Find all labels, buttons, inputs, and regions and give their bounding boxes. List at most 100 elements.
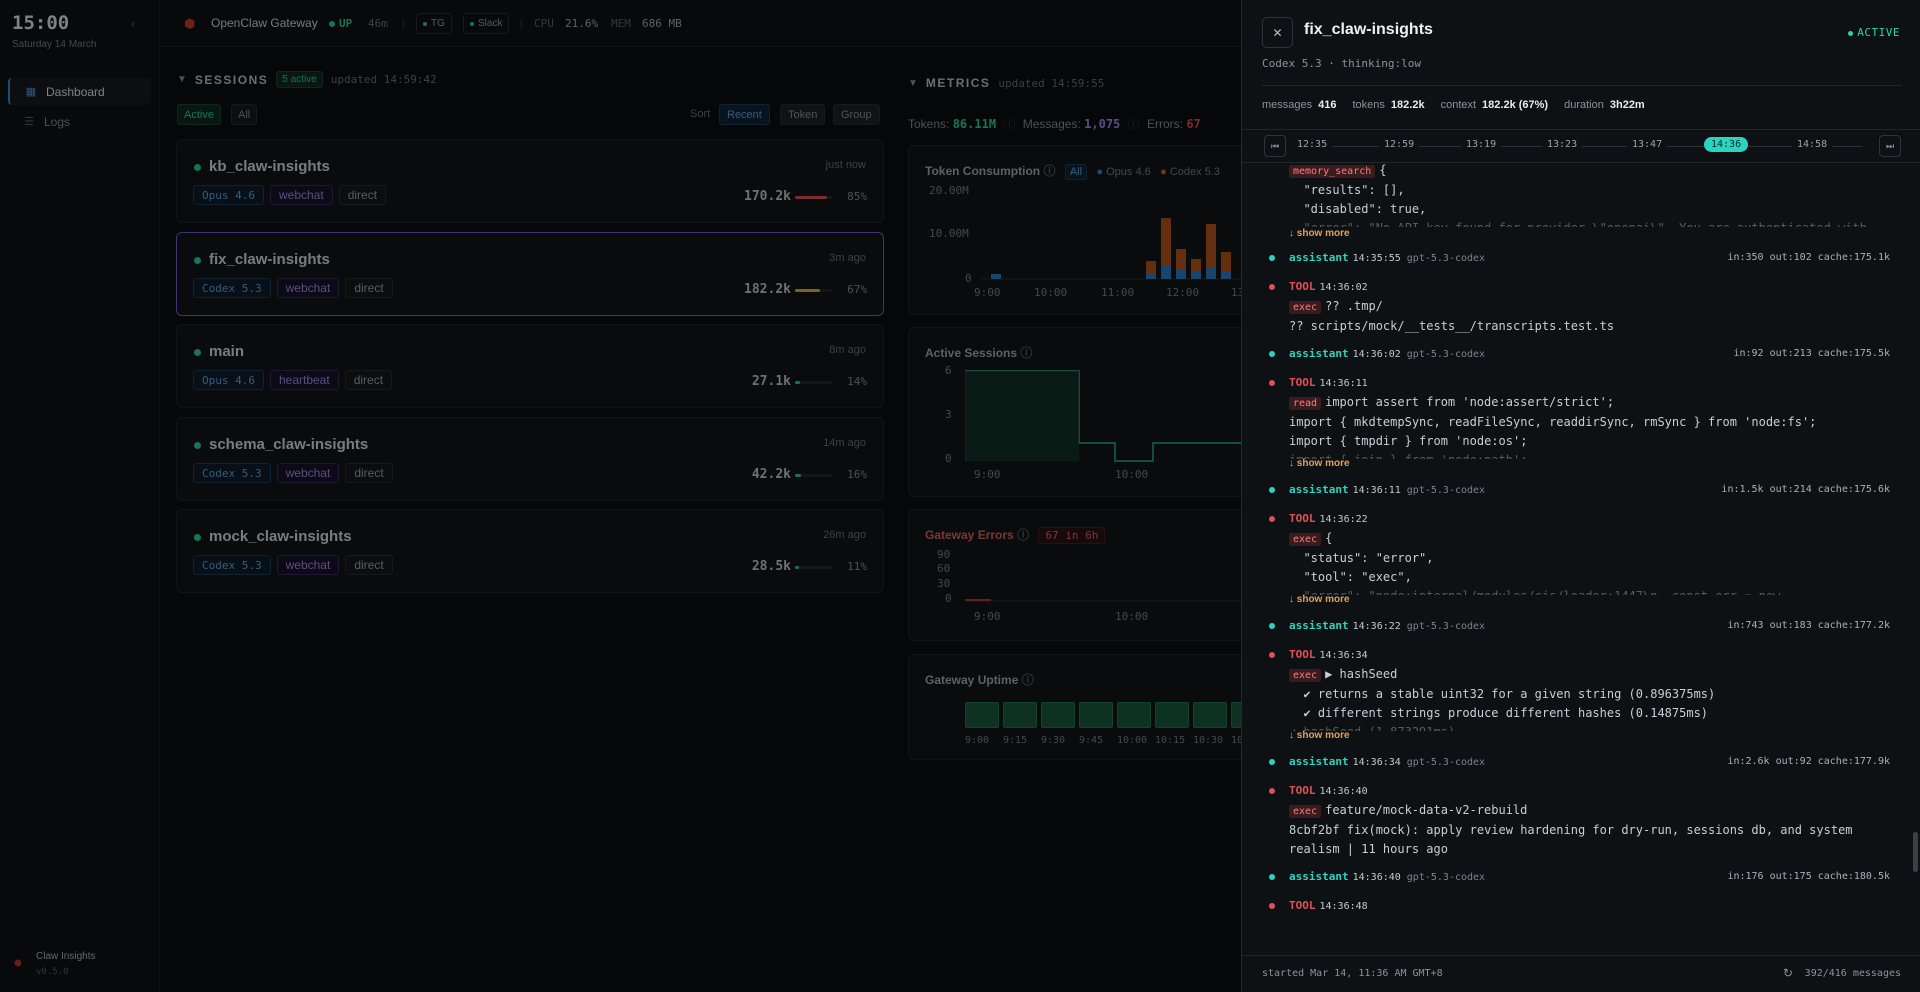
drawer-footer: started Mar 14, 11:36 AM GMT+8 ↻ 392/416… bbox=[1242, 955, 1920, 992]
brand-name: Claw Insights bbox=[36, 951, 96, 962]
event-time: 14:36:22 bbox=[1319, 514, 1368, 525]
show-more-button[interactable]: ↓ show more bbox=[1289, 458, 1350, 469]
assistant-dot-icon bbox=[1269, 623, 1275, 629]
event-role: TOOL bbox=[1289, 899, 1316, 912]
tool-dot-icon bbox=[1269, 516, 1275, 522]
collapse-triangle-icon[interactable]: ▼ bbox=[908, 77, 918, 89]
event-model: gpt-5.3-codex bbox=[1406, 872, 1486, 883]
show-more-button[interactable]: ↓ show more bbox=[1289, 594, 1350, 605]
show-more-button[interactable]: ↓ show more bbox=[1289, 228, 1350, 239]
clock-date: Saturday 14 March bbox=[12, 39, 97, 50]
session-tokens: 182.2k bbox=[744, 282, 791, 297]
timeline-tick[interactable]: 12:35 bbox=[1292, 139, 1333, 150]
session-card[interactable]: schema_claw-insights 14m ago Codex 5.3 w… bbox=[176, 417, 884, 501]
bar-opus bbox=[1221, 272, 1231, 279]
legend-codex: ● Codex 5.3 bbox=[1160, 166, 1220, 178]
session-card[interactable]: mock_claw-insights 26m ago Codex 5.3 web… bbox=[176, 509, 884, 593]
event-usage: in:92 out:213 cache:175.5k bbox=[1733, 348, 1890, 359]
tool-fn-badge: exec bbox=[1289, 533, 1322, 546]
tool-fn-badge: exec bbox=[1289, 301, 1322, 314]
event-time: 14:36:34 bbox=[1352, 757, 1401, 768]
event-usage: in:743 out:183 cache:177.2k bbox=[1727, 620, 1890, 631]
sort-recent[interactable]: Recent bbox=[719, 104, 770, 125]
errors-badge: 67 in 6h bbox=[1038, 527, 1106, 544]
y-tick: 6 bbox=[945, 364, 952, 377]
timeline: ⏮ 12:35 12:59 13:19 13:23 13:47 14:36 14:58 ⏭ bbox=[1242, 129, 1920, 163]
session-time: 26m ago bbox=[823, 529, 866, 541]
session-card[interactable]: fix_claw-insights 3m ago Codex 5.3 webch… bbox=[176, 232, 884, 316]
y-tick: 3 bbox=[945, 408, 952, 421]
bar-opus bbox=[1161, 265, 1171, 279]
metrics-title: METRICS bbox=[925, 76, 991, 90]
message-feed[interactable]: memory_searchmemory_search {{ "results":… bbox=[1242, 163, 1920, 955]
timeline-tick[interactable]: 12:59 bbox=[1379, 139, 1420, 150]
timeline-tick[interactable]: 13:23 bbox=[1542, 139, 1583, 150]
context-percent: 67% bbox=[847, 283, 867, 296]
show-more-button[interactable]: ↓ show more bbox=[1289, 730, 1350, 741]
messages-total: 1,075 bbox=[1084, 117, 1121, 131]
session-card[interactable]: kb_claw-insights just now Opus 4.6 webch… bbox=[176, 139, 884, 223]
context-percent: 14% bbox=[847, 375, 867, 388]
metrics-summary: Tokens: 86.11M ⓘ Messages: 1,075 ⓘ Error… bbox=[908, 117, 1201, 131]
tool-dot-icon bbox=[1269, 903, 1275, 909]
x-tick: 9:00 bbox=[965, 735, 990, 746]
tool-fn-badge: read bbox=[1289, 397, 1322, 410]
session-detail-drawer: ✕ fix_claw-insights ACTIVE Codex 5.3 · t… bbox=[1241, 0, 1920, 992]
sort-group[interactable]: Group bbox=[833, 104, 880, 125]
event-role: assistant bbox=[1289, 755, 1349, 768]
collapse-triangle-icon[interactable]: ▼ bbox=[177, 74, 187, 85]
cpu-value: 21.6% bbox=[565, 17, 599, 30]
model-tag: Codex 5.3 bbox=[193, 555, 271, 575]
channel-tag: webchat bbox=[276, 463, 340, 483]
nav-dashboard[interactable]: ▦ Dashboard bbox=[8, 78, 151, 105]
timeline-tick[interactable]: 14:36 bbox=[1704, 137, 1749, 152]
session-card[interactable]: main 8m ago Opus 4.6 heartbeat direct 27… bbox=[176, 324, 884, 408]
bar-codex bbox=[1206, 224, 1216, 279]
close-icon: ✕ bbox=[1272, 25, 1283, 40]
drawer-stats: messages 416 tokens 182.2k context 182.2k (67… bbox=[1262, 99, 1661, 111]
collapse-sidebar-icon[interactable]: ‹ bbox=[131, 17, 135, 31]
assistant-dot-icon bbox=[1269, 759, 1275, 765]
x-tick: 9:15 bbox=[1003, 735, 1028, 746]
sidebar: 15:00 Saturday 14 March ‹ ▦ Dashboard ☰ … bbox=[0, 0, 160, 992]
timeline-tick[interactable]: 14:58 bbox=[1792, 139, 1833, 150]
uptime-chart-title: Gateway Uptime ⓘ bbox=[925, 673, 1034, 687]
model-tag: Codex 5.3 bbox=[193, 278, 271, 298]
timeline-tick[interactable]: 13:47 bbox=[1627, 139, 1668, 150]
bar-codex bbox=[1161, 218, 1171, 279]
timeline-start-button[interactable]: ⏮ bbox=[1264, 135, 1286, 157]
event-role: assistant bbox=[1289, 347, 1349, 360]
filter-all[interactable]: All bbox=[231, 104, 258, 125]
status-dot bbox=[194, 257, 201, 264]
errors-total: 67 bbox=[1186, 117, 1201, 131]
event-time: 14:36:11 bbox=[1352, 485, 1401, 496]
uptime-block bbox=[965, 702, 999, 728]
y-tick: 0 bbox=[945, 452, 952, 465]
session-tokens: 170.2k bbox=[744, 189, 791, 204]
assistant-dot-icon bbox=[1269, 351, 1275, 357]
nav-logs[interactable]: ☰ Logs bbox=[8, 108, 151, 135]
context-bar bbox=[795, 566, 833, 569]
filter-active[interactable]: Active bbox=[177, 104, 221, 125]
sort-token[interactable]: Token bbox=[780, 104, 826, 125]
token-filter-all[interactable]: All bbox=[1064, 164, 1088, 180]
event-role: assistant bbox=[1289, 619, 1349, 632]
timeline-end-button[interactable]: ⏭ bbox=[1879, 135, 1901, 157]
timeline-tick[interactable]: 13:19 bbox=[1461, 139, 1502, 150]
assistant-dot-icon bbox=[1269, 255, 1275, 261]
brand-version: v0.5.0 bbox=[36, 967, 69, 977]
uptime-block bbox=[1003, 702, 1037, 728]
context-percent: 16% bbox=[847, 468, 867, 481]
modal-overlay[interactable] bbox=[0, 0, 1241, 992]
session-name: mock_claw-insights bbox=[209, 528, 352, 545]
nav-dashboard-label: Dashboard bbox=[46, 84, 105, 99]
x-tick: 10:00 bbox=[1115, 468, 1149, 481]
session-time: just now bbox=[825, 159, 866, 171]
token-chart-plot bbox=[981, 218, 1247, 280]
close-button[interactable]: ✕ bbox=[1262, 17, 1293, 48]
stat-value: 182.2k bbox=[1390, 99, 1425, 111]
scrollbar[interactable] bbox=[1913, 832, 1918, 872]
gateway-logo-icon: ⬢ bbox=[184, 16, 196, 31]
refresh-icon[interactable]: ↻ bbox=[1782, 966, 1793, 980]
uptime-blocks bbox=[965, 702, 1247, 728]
